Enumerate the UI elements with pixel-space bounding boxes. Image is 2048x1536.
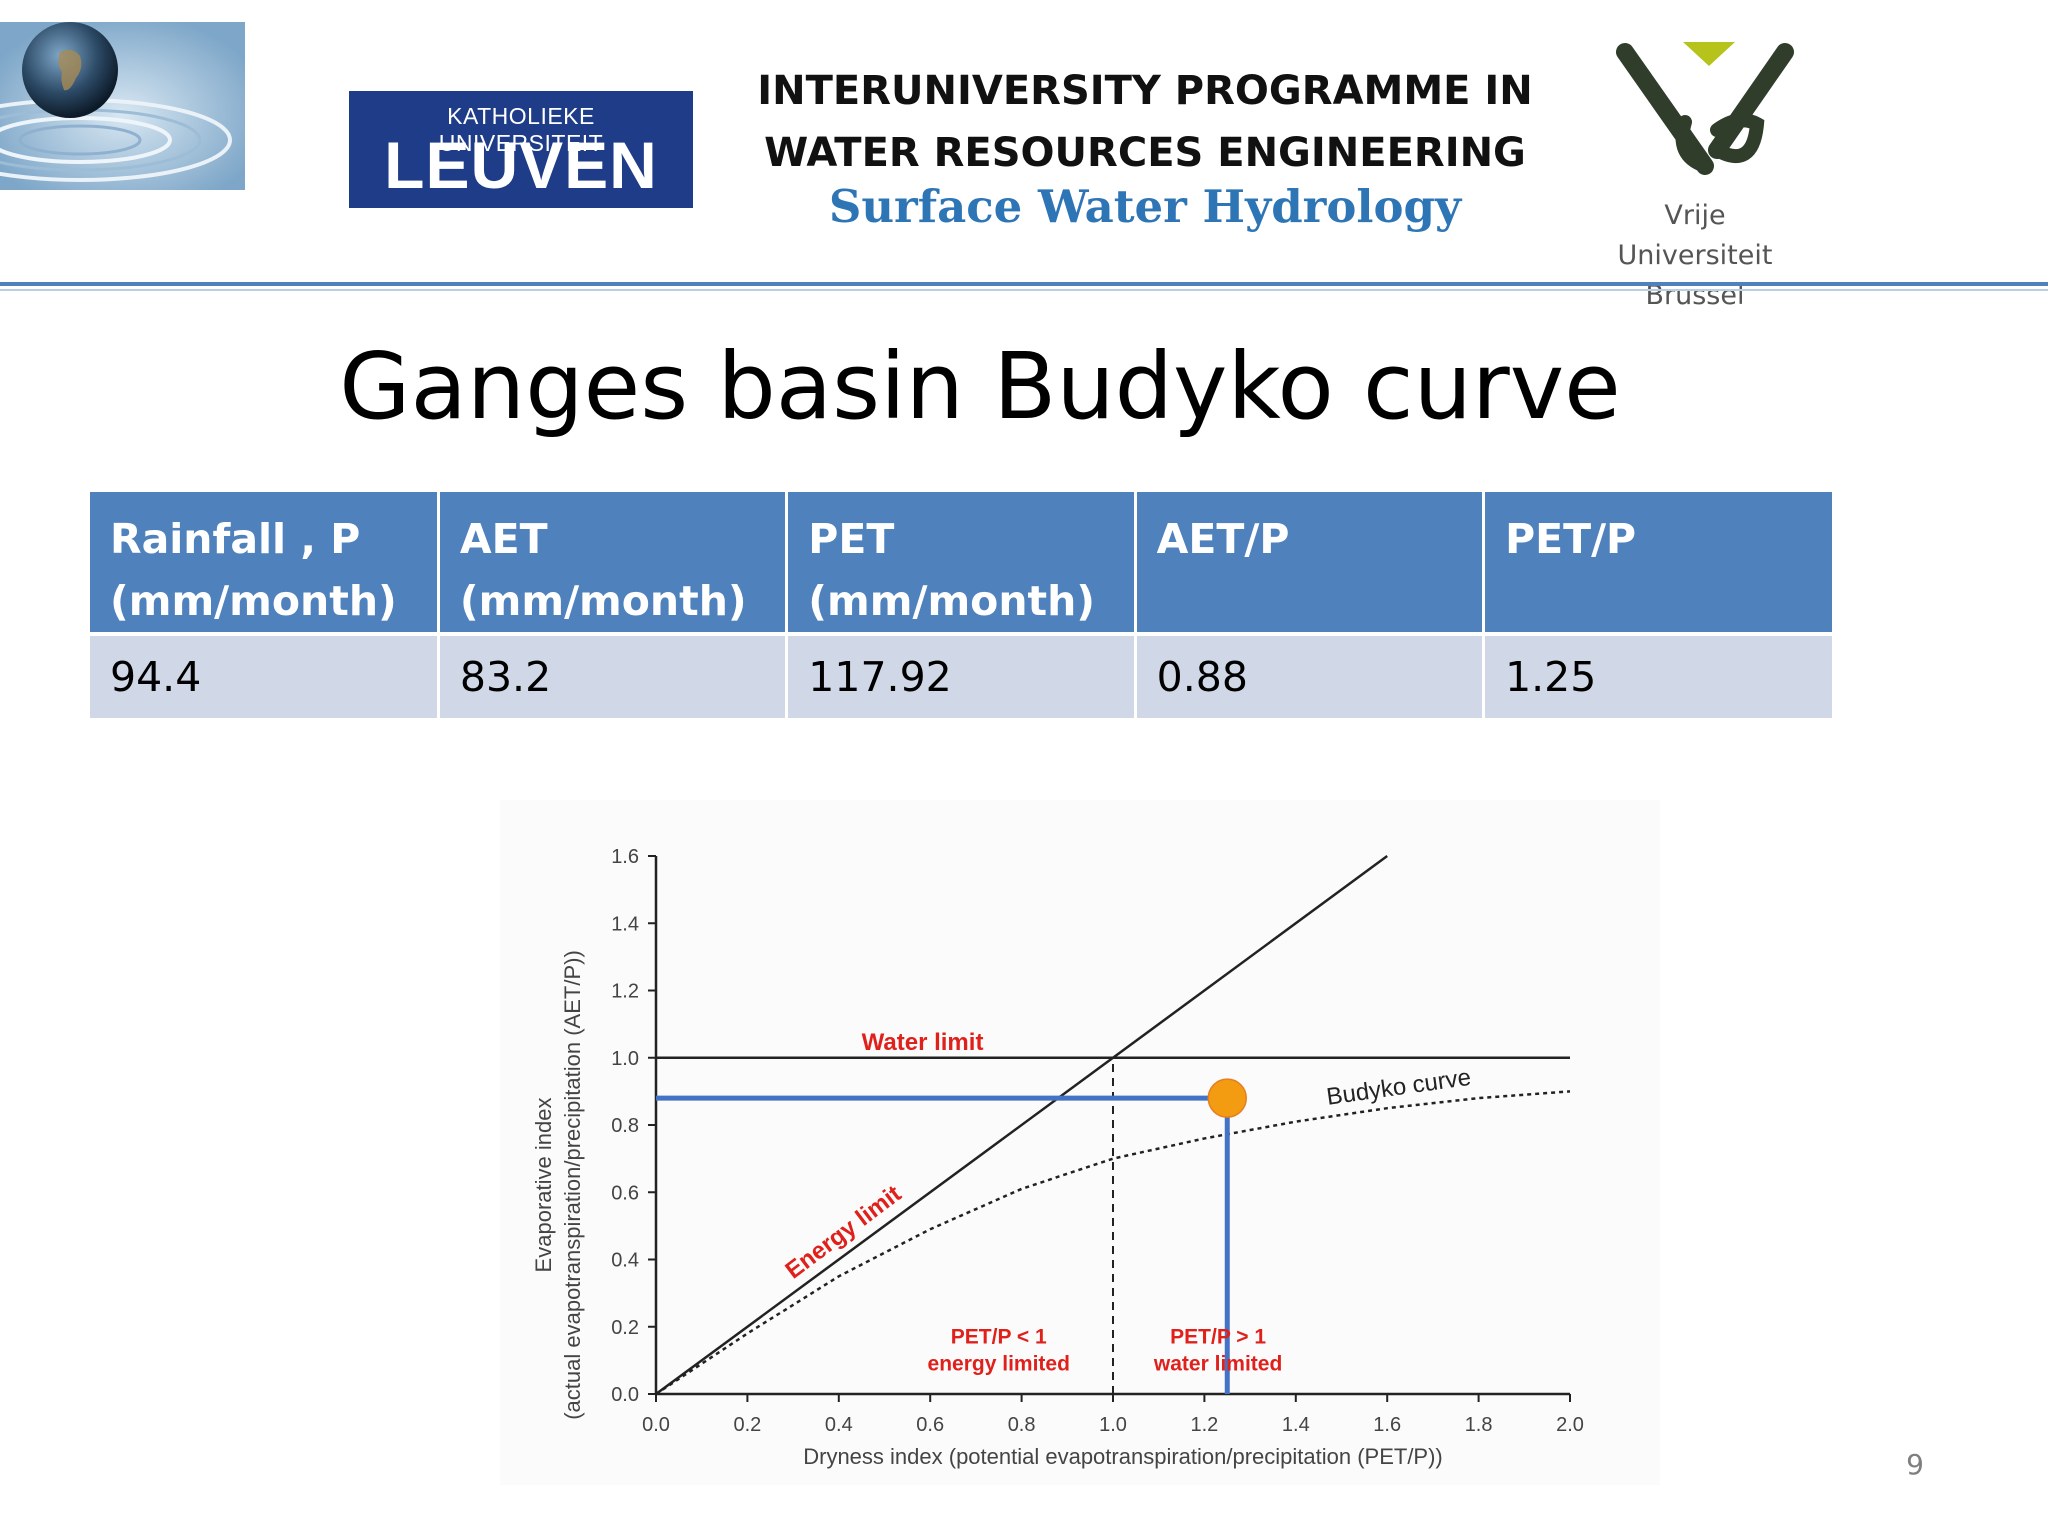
y-tick-label: 1.2 — [611, 981, 639, 1003]
cell-rainfall: 94.4 — [90, 634, 440, 718]
data-table: Rainfall , P (mm/month) AET (mm/month) PET… — [90, 492, 1832, 718]
y-tick-label: 1.4 — [611, 913, 639, 935]
chart-background — [500, 800, 1660, 1485]
kuleuven-logo-small-text: KATHOLIEKE UNIVERSITEIT — [438, 103, 604, 156]
table-row: 94.4 83.2 117.92 0.88 1.25 — [90, 634, 1832, 718]
header-divider — [0, 282, 2048, 286]
y-tick-label: 0.2 — [611, 1317, 639, 1339]
vub-logo-text: Vrije Universiteit Brussel — [1590, 196, 1800, 316]
y-tick-label: 0.4 — [611, 1250, 639, 1272]
cell-aet: 83.2 — [438, 634, 789, 718]
y-tick-label: 1.6 — [611, 846, 639, 868]
x-tick-label: 0.8 — [1008, 1414, 1036, 1436]
programme-title-line2: WATER RESOURCES ENGINEERING — [764, 130, 1526, 176]
x-tick-label: 0.2 — [733, 1414, 761, 1436]
x-tick-label: 0.0 — [642, 1414, 670, 1436]
x-tick-label: 1.0 — [1099, 1414, 1127, 1436]
basin-point-marker — [1207, 1078, 1247, 1118]
cell-aet-p: 0.88 — [1135, 634, 1486, 718]
x-tick-label: 1.6 — [1373, 1414, 1401, 1436]
x-tick-label: 1.8 — [1465, 1414, 1493, 1436]
budyko-curve-line — [655, 1090, 1571, 1396]
y-tick-label: 1.0 — [611, 1048, 639, 1070]
page-number: 9 — [1906, 1448, 1924, 1481]
x-tick-label: 0.6 — [916, 1414, 944, 1436]
cell-pet: 117.92 — [786, 634, 1137, 718]
water-limited-region-label-line2: water limited — [1153, 1352, 1282, 1375]
water-limit-label: Water limit — [862, 1029, 984, 1056]
y-axis-label-line1: Evaporative index — [531, 1098, 556, 1273]
slide-title: Ganges basin Budyko curve — [339, 333, 1621, 440]
programme-title-line1: INTERUNIVERSITY PROGRAMME IN — [757, 68, 1533, 114]
kuleuven-logo: KATHOLIEKE UNIVERSITEIT LEUVEN — [349, 91, 693, 208]
header-divider-light — [0, 289, 2048, 291]
y-axis-label-line2: (actual evapotranspiration/precipitation… — [560, 950, 585, 1420]
x-tick-label: 0.4 — [825, 1414, 853, 1436]
header-pet: PET (mm/month) — [786, 492, 1137, 636]
programme-title: INTERUNIVERSITY PROGRAMME IN WATER RESOU… — [700, 60, 1590, 184]
water-limited-region-label-line1: PET/P > 1 — [1170, 1326, 1266, 1349]
y-tick-label: 0.8 — [611, 1115, 639, 1137]
energy-limited-region-label-line2: energy limited — [928, 1352, 1070, 1375]
x-tick-label: 1.4 — [1282, 1414, 1310, 1436]
vub-logo-line1: Vrije Universiteit — [1617, 200, 1773, 271]
budyko-chart: 0.0 0.2 0.4 0.6 0.8 1.0 1.2 1.4 1.6 1.8 2.0 0.0 0.2 0… — [531, 846, 1584, 1469]
table-header-row: Rainfall , P (mm/month) AET (mm/month) PET… — [90, 492, 1832, 636]
y-tick-label: 0.6 — [611, 1182, 639, 1204]
header-aet: AET (mm/month) — [438, 492, 789, 636]
energy-limited-region-label-line1: PET/P < 1 — [951, 1326, 1047, 1349]
x-axis-label: Dryness index (potential evapotranspirat… — [803, 1444, 1443, 1469]
header-aet-p: AET/P — [1135, 492, 1486, 636]
x-tick-label: 1.2 — [1190, 1414, 1218, 1436]
y-tick-label: 0.0 — [611, 1384, 639, 1406]
vub-logo-icon — [1616, 42, 1794, 175]
kuleuven-logo-big-text: LEUVEN — [384, 128, 658, 202]
energy-limit-line — [655, 854, 1388, 1396]
budyko-curve-label: Budyko curve — [1325, 1064, 1473, 1111]
course-title: Surface Water Hydrology — [828, 180, 1462, 233]
cell-pet-p: 1.25 — [1483, 634, 1832, 718]
x-tick-label: 2.0 — [1556, 1414, 1584, 1436]
header-rainfall: Rainfall , P (mm/month) — [90, 492, 440, 636]
header-pet-p: PET/P — [1483, 492, 1832, 636]
globe-water-logo — [0, 22, 245, 190]
energy-limit-label: Energy limit — [780, 1180, 906, 1284]
